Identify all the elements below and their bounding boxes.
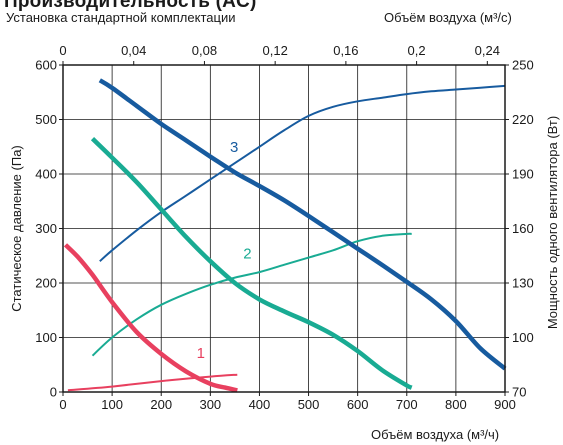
curve-label-2: 2 xyxy=(243,245,251,262)
tick-label-y: 400 xyxy=(35,167,57,182)
axis-ticks: 0 100 200 300 400 500 600 700 800 900010020030040… xyxy=(35,43,533,412)
tick-label-x2: 0,16 xyxy=(333,43,358,58)
curve-label-3: 3 xyxy=(230,139,238,156)
tick-label-y2: 100 xyxy=(512,330,534,345)
series-3-pressure-line xyxy=(98,78,507,371)
bottom-axis-label: Объём воздуха (м³/ч) xyxy=(371,427,500,442)
chart-title: Производительность (AC) xyxy=(4,0,257,12)
series-lines xyxy=(63,78,507,393)
series-2-pressure-line xyxy=(90,137,413,390)
tick-label-x: 600 xyxy=(347,397,369,412)
tick-label-x2: 0 xyxy=(59,43,66,58)
tick-label-y2: 250 xyxy=(512,58,534,73)
series-3-power-line xyxy=(99,84,506,262)
tick-label-y: 0 xyxy=(50,385,57,400)
tick-label-x2: 0,08 xyxy=(192,43,217,58)
tick-label-x: 800 xyxy=(445,397,467,412)
right-axis-label: Мощность одного вентилятора (Вт) xyxy=(545,116,560,329)
series-labels: 1 2 3 xyxy=(197,139,252,362)
tick-label-y2: 70 xyxy=(512,385,526,400)
tick-label-x: 700 xyxy=(396,397,418,412)
tick-label-y: 100 xyxy=(35,330,57,345)
tick-label-x: 300 xyxy=(199,397,221,412)
grid xyxy=(63,65,505,392)
tick-label-y: 300 xyxy=(35,221,57,236)
series-1-pressure-line xyxy=(63,243,238,393)
tick-label-y2: 190 xyxy=(512,167,534,182)
tick-label-y: 500 xyxy=(35,112,57,127)
tick-label-y: 200 xyxy=(35,276,57,291)
left-axis-label: Статическое давление (Па) xyxy=(9,145,24,312)
tick-label-x: 100 xyxy=(101,397,123,412)
series-2-power-line xyxy=(91,232,412,357)
tick-label-x2: 0,2 xyxy=(408,43,426,58)
series-1-power-line xyxy=(67,373,238,392)
tick-label-y2: 160 xyxy=(512,221,534,236)
tick-label-x2: 0,04 xyxy=(121,43,146,58)
tick-label-y: 600 xyxy=(35,58,57,73)
curve-label-1: 1 xyxy=(197,345,205,362)
top-axis-label: Объём воздуха (м³/с) xyxy=(384,10,512,25)
chart-subtitle: Установка стандартной комплектации xyxy=(6,10,236,25)
tick-label-x: 0 xyxy=(59,397,66,412)
tick-label-x: 200 xyxy=(150,397,172,412)
tick-label-x2: 0,24 xyxy=(475,43,500,58)
tick-label-x2: 0,12 xyxy=(263,43,288,58)
tick-label-x: 900 xyxy=(494,397,516,412)
tick-label-x: 500 xyxy=(298,397,320,412)
tick-label-y2: 130 xyxy=(512,276,534,291)
tick-label-x: 400 xyxy=(249,397,271,412)
tick-label-y2: 220 xyxy=(512,112,534,127)
